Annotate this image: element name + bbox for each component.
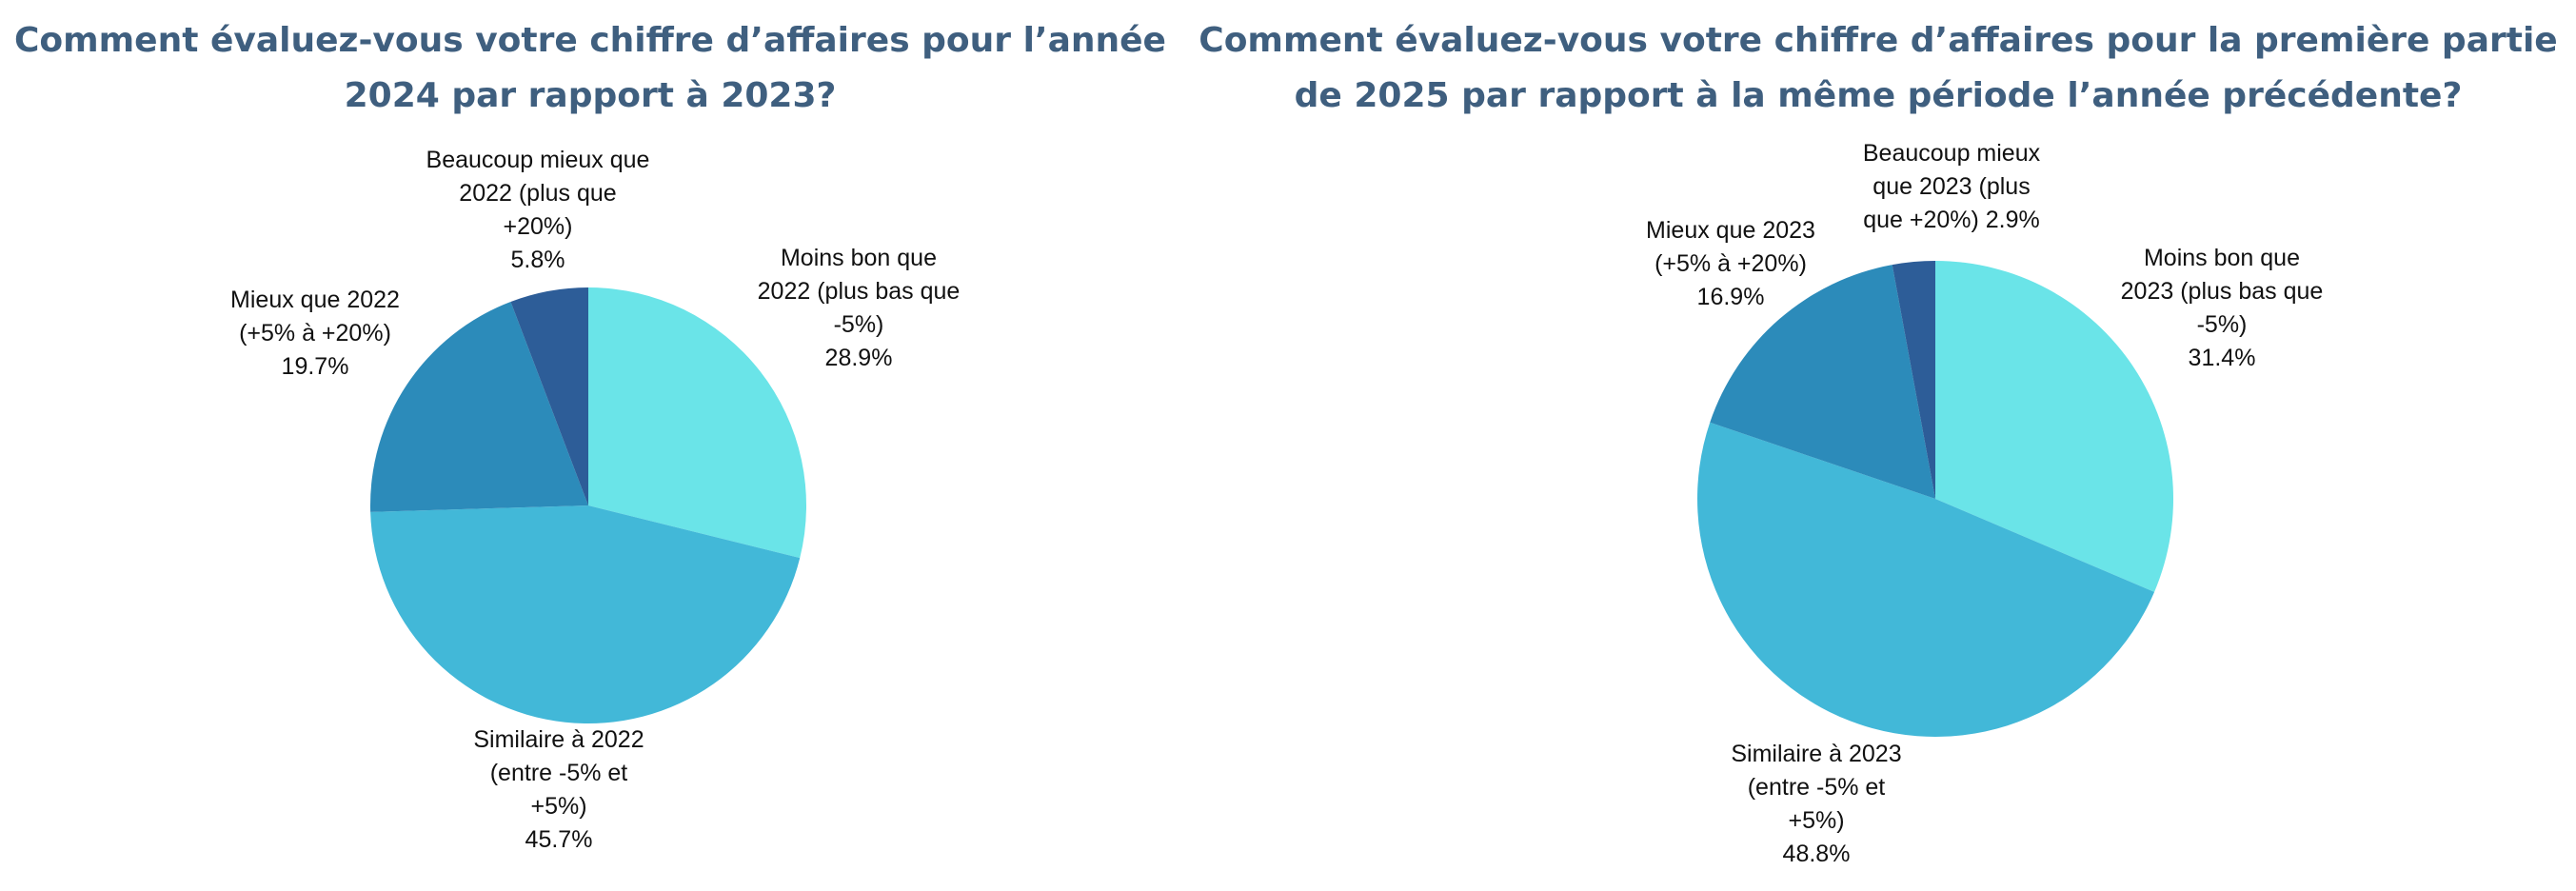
pie-chart-2024: Moins bon que 2022 (plus bas que -5%) 28.9%…: [230, 147, 961, 853]
chart-panel-2025: Comment évaluez-vous votre chiffre d’aff…: [1180, 0, 2576, 891]
label-line: Similaire à 2023: [1731, 741, 1901, 767]
label-line: 31.4%: [2189, 345, 2256, 371]
label-similaire: Similaire à 2023 (entre -5% et +5%) 48.8%: [1731, 741, 1901, 867]
label-line: (+5% à +20%): [239, 320, 391, 346]
label-line: que +20%) 2.9%: [1863, 207, 2040, 233]
chart-panel-2024: Comment évaluez-vous votre chiffre d’aff…: [0, 0, 1180, 891]
label-line: 45.7%: [525, 826, 593, 853]
label-line: Similaire à 2022: [473, 726, 644, 753]
label-line: (entre -5% et: [1748, 774, 1886, 801]
label-moins-bon: Moins bon que 2022 (plus bas que -5%) 28.9%: [758, 245, 961, 371]
label-line: 2023 (plus bas que: [2121, 278, 2324, 305]
label-similaire: Similaire à 2022 (entre -5% et +5%) 45.7%: [473, 726, 644, 853]
slice-beaucoup-mieux: [510, 287, 588, 505]
slice-similaire: [370, 505, 801, 724]
slice-mieux: [369, 302, 588, 512]
label-line: 5.8%: [511, 247, 565, 273]
label-line: +5%): [1788, 807, 1844, 834]
label-line: -5%): [834, 311, 884, 338]
chart-title: Comment évaluez-vous votre chiffre d’aff…: [14, 21, 1166, 115]
slice-similaire: [1697, 422, 2155, 737]
label-line: Moins bon que: [2144, 245, 2300, 271]
label-line: Moins bon que: [781, 245, 937, 271]
label-moins-bon: Moins bon que 2023 (plus bas que -5%) 31.4%: [2121, 245, 2324, 371]
slice-mieux: [1710, 265, 1935, 499]
label-line: 28.9%: [825, 345, 893, 371]
label-beaucoup-mieux: Beaucoup mieux que 2023 (plus que +20%) 2.…: [1863, 140, 2041, 233]
label-line: (+5% à +20%): [1655, 250, 1807, 277]
slice-moins-bon: [1935, 261, 2174, 592]
chart-title: Comment évaluez-vous votre chiffre d’aff…: [1199, 21, 2558, 115]
label-line: 2022 (plus bas que: [758, 278, 961, 305]
label-line: 48.8%: [1783, 841, 1851, 867]
label-line: +5%): [530, 793, 586, 820]
label-mieux: Mieux que 2022 (+5% à +20%) 19.7%: [230, 287, 400, 380]
slice-moins-bon: [588, 287, 807, 559]
label-line: 19.7%: [282, 353, 349, 380]
pie-chart-2025: Moins bon que 2023 (plus bas que -5%) 31.4%…: [1646, 140, 2324, 867]
label-line: (entre -5% et: [490, 760, 628, 786]
label-beaucoup-mieux: Beaucoup mieux que 2022 (plus que +20%) 5.8…: [426, 147, 650, 273]
label-line: 16.9%: [1697, 284, 1765, 310]
label-mieux: Mieux que 2023 (+5% à +20%) 16.9%: [1646, 217, 1815, 310]
label-line: Beaucoup mieux que: [426, 147, 650, 173]
label-line: 2022 (plus que: [459, 180, 616, 207]
label-line: Beaucoup mieux: [1863, 140, 2041, 167]
label-line: -5%): [2197, 311, 2248, 338]
label-line: Mieux que 2023: [1646, 217, 1815, 244]
label-line: Mieux que 2022: [230, 287, 400, 313]
label-line: que 2023 (plus: [1873, 173, 2030, 200]
label-line: +20%): [504, 213, 573, 240]
slice-beaucoup-mieux: [1892, 261, 1935, 499]
